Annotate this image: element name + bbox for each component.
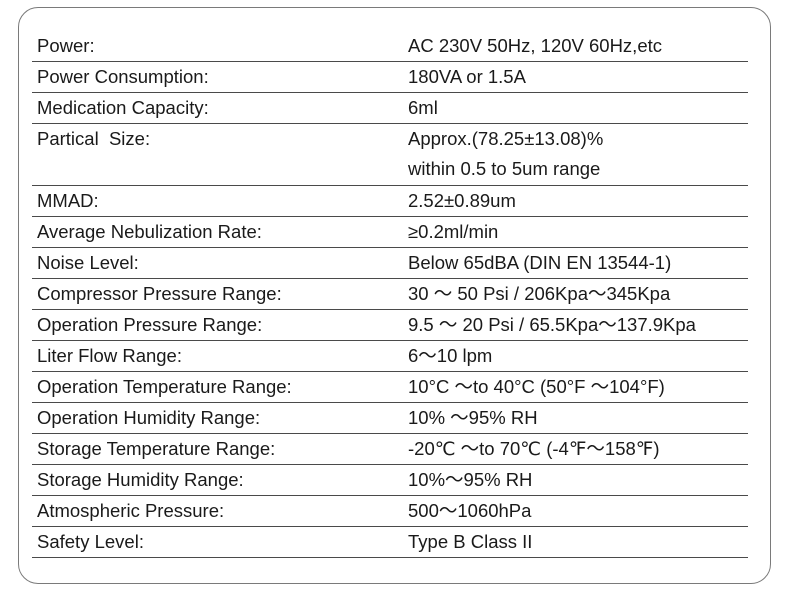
spec-value-line: 10% ～95% RH bbox=[408, 407, 538, 428]
spec-label: Liter Flow Range: bbox=[37, 345, 182, 366]
spec-value: Type B Class II bbox=[408, 527, 748, 557]
spec-row-safety-level: Safety Level: Type B Class II bbox=[32, 527, 748, 558]
spec-label: Storage Temperature Range: bbox=[37, 438, 276, 459]
spec-value-line: Type B Class II bbox=[408, 531, 533, 552]
spec-value: -20℃ ～to 70℃ (-4℉～158℉) bbox=[408, 434, 748, 464]
spec-value-line: 30 ～ 50 Psi / 206Kpa～345Kpa bbox=[408, 283, 671, 304]
spec-row-nebulization-rate: Average Nebulization Rate: ≥0.2ml/min bbox=[32, 217, 748, 248]
spec-value-line: 6～10 lpm bbox=[408, 345, 493, 366]
spec-row-mmad: MMAD: 2.52±0.89um bbox=[32, 186, 748, 217]
spec-row-operation-temperature: Operation Temperature Range: 10°C ～to 40… bbox=[32, 372, 748, 403]
spec-label: Atmospheric Pressure: bbox=[37, 500, 225, 521]
spec-value: 6ml bbox=[408, 93, 748, 123]
spec-label: Storage Humidity Range: bbox=[37, 469, 244, 490]
spec-row-medication-capacity: Medication Capacity: 6ml bbox=[32, 93, 748, 124]
spec-row-atmospheric-pressure: Atmospheric Pressure: 500～1060hPa bbox=[32, 496, 748, 527]
spec-card bbox=[18, 7, 771, 584]
spec-row-operation-humidity: Operation Humidity Range: 10% ～95% RH bbox=[32, 403, 748, 434]
spec-row-liter-flow: Liter Flow Range: 6～10 lpm bbox=[32, 341, 748, 372]
spec-label: Operation Pressure Range: bbox=[37, 314, 263, 335]
spec-row-power-consumption: Power Consumption: 180VA or 1.5A bbox=[32, 62, 748, 93]
spec-label: Operation Temperature Range: bbox=[37, 376, 292, 397]
spec-value-line: 2.52±0.89um bbox=[408, 190, 516, 211]
spec-value: ≥0.2ml/min bbox=[408, 217, 748, 247]
spec-value: 10%～95% RH bbox=[408, 465, 748, 495]
spec-value-line: AC 230V 50Hz, 120V 60Hz,etc bbox=[408, 35, 663, 56]
spec-row-operation-pressure: Operation Pressure Range: 9.5 ～ 20 Psi /… bbox=[32, 310, 748, 341]
spec-row-power: Power: AC 230V 50Hz, 120V 60Hz,etc bbox=[32, 31, 748, 62]
spec-value-line: Approx.(78.25±13.08)% bbox=[408, 128, 604, 149]
spec-label: Power: bbox=[37, 35, 95, 56]
spec-row-partical-size: Partical Size: Approx.(78.25±13.08)% wit… bbox=[32, 124, 748, 186]
spec-value: 9.5 ～ 20 Psi / 65.5Kpa～137.9Kpa bbox=[408, 310, 748, 340]
spec-label: Average Nebulization Rate: bbox=[37, 221, 262, 242]
spec-row-storage-temperature: Storage Temperature Range: -20℃ ～to 70℃ … bbox=[32, 434, 748, 465]
spec-value-line: within 0.5 to 5um range bbox=[408, 158, 601, 179]
spec-label: Compressor Pressure Range: bbox=[37, 283, 282, 304]
spec-value-line: 500～1060hPa bbox=[408, 500, 532, 521]
spec-value: Approx.(78.25±13.08)% within 0.5 to 5um … bbox=[408, 124, 748, 185]
spec-value-line: -20℃ ～to 70℃ (-4℉～158℉) bbox=[408, 438, 660, 459]
spec-label: Partical Size: bbox=[37, 128, 151, 149]
spec-value: 10% ～95% RH bbox=[408, 403, 748, 433]
spec-value: 180VA or 1.5A bbox=[408, 62, 748, 92]
spec-value: 500～1060hPa bbox=[408, 496, 748, 526]
spec-label: MMAD: bbox=[37, 190, 99, 211]
spec-value: AC 230V 50Hz, 120V 60Hz,etc bbox=[408, 31, 748, 61]
spec-value-line: 9.5 ～ 20 Psi / 65.5Kpa～137.9Kpa bbox=[408, 314, 696, 335]
spec-value-line: Below 65dBA (DIN EN 13544-1) bbox=[408, 252, 672, 273]
spec-label: Power Consumption: bbox=[37, 66, 209, 87]
spec-row-noise-level: Noise Level: Below 65dBA (DIN EN 13544-1… bbox=[32, 248, 748, 279]
spec-value-line: 6ml bbox=[408, 97, 438, 118]
spec-label: Operation Humidity Range: bbox=[37, 407, 261, 428]
spec-value: 30 ～ 50 Psi / 206Kpa～345Kpa bbox=[408, 279, 748, 309]
spec-label: Noise Level: bbox=[37, 252, 139, 273]
spec-label: Medication Capacity: bbox=[37, 97, 209, 118]
spec-value: 6～10 lpm bbox=[408, 341, 748, 371]
spec-value-line: 180VA or 1.5A bbox=[408, 66, 526, 87]
spec-row-storage-humidity: Storage Humidity Range: 10%～95% RH bbox=[32, 465, 748, 496]
spec-value-line: 10°C ～to 40°C (50°F ～104°F) bbox=[408, 376, 665, 397]
spec-label: Safety Level: bbox=[37, 531, 144, 552]
spec-value-line: ≥0.2ml/min bbox=[408, 221, 499, 242]
spec-value: 10°C ～to 40°C (50°F ～104°F) bbox=[408, 372, 748, 402]
spec-value: 2.52±0.89um bbox=[408, 186, 748, 216]
spec-value: Below 65dBA (DIN EN 13544-1) bbox=[408, 248, 748, 278]
spec-table: Power: AC 230V 50Hz, 120V 60Hz,etc Power… bbox=[32, 31, 748, 558]
spec-value-line: 10%～95% RH bbox=[408, 469, 533, 490]
spec-row-compressor-pressure: Compressor Pressure Range: 30 ～ 50 Psi /… bbox=[32, 279, 748, 310]
